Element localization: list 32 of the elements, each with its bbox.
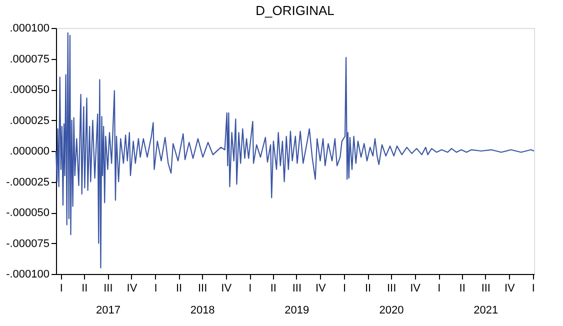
x-tick-label: I [438,282,441,294]
x-tick-label: III 2019 [284,282,310,316]
x-tick-label: II [82,282,88,294]
x-tick-label: IV [316,282,327,294]
y-tick-label: .000100 [10,22,50,34]
x-tick-label: III 2020 [379,282,404,316]
x-tick-label: I [342,282,346,294]
chart-title: D_ORIGINAL [256,3,334,18]
y-tick-label: .000025 [10,114,50,127]
x-tick-label: IV [126,282,138,294]
x-tick-label: IV [504,282,516,294]
x-tick-label: IV [221,282,232,294]
x-tick-label: I [60,282,63,294]
x-tick-label: II [364,282,372,294]
x-tick-label: I [154,282,158,294]
y-tick-label: -.000050 [6,207,50,219]
x-tick-label: II [176,282,182,294]
y-tick-label: -.000025 [6,176,50,188]
y-tick-label: -.000100 [6,268,50,280]
x-tick-label: II [459,282,466,294]
y-tick-label: .000075 [10,53,50,66]
x-tick-label: I [532,282,535,294]
line-series [55,32,535,268]
x-tick-label: III 2021 [474,282,498,316]
x-tick-label: II [270,282,276,294]
x-tick-label: I [248,282,252,294]
x-tick-label: IV [410,282,422,294]
y-tick-label: .000000 [10,146,50,158]
y-tick-label: -.000075 [6,238,50,250]
y-tick-label: .000050 [10,84,50,96]
x-tick-label: III 2018 [190,282,215,316]
x-tick-label: III 2017 [96,282,120,316]
